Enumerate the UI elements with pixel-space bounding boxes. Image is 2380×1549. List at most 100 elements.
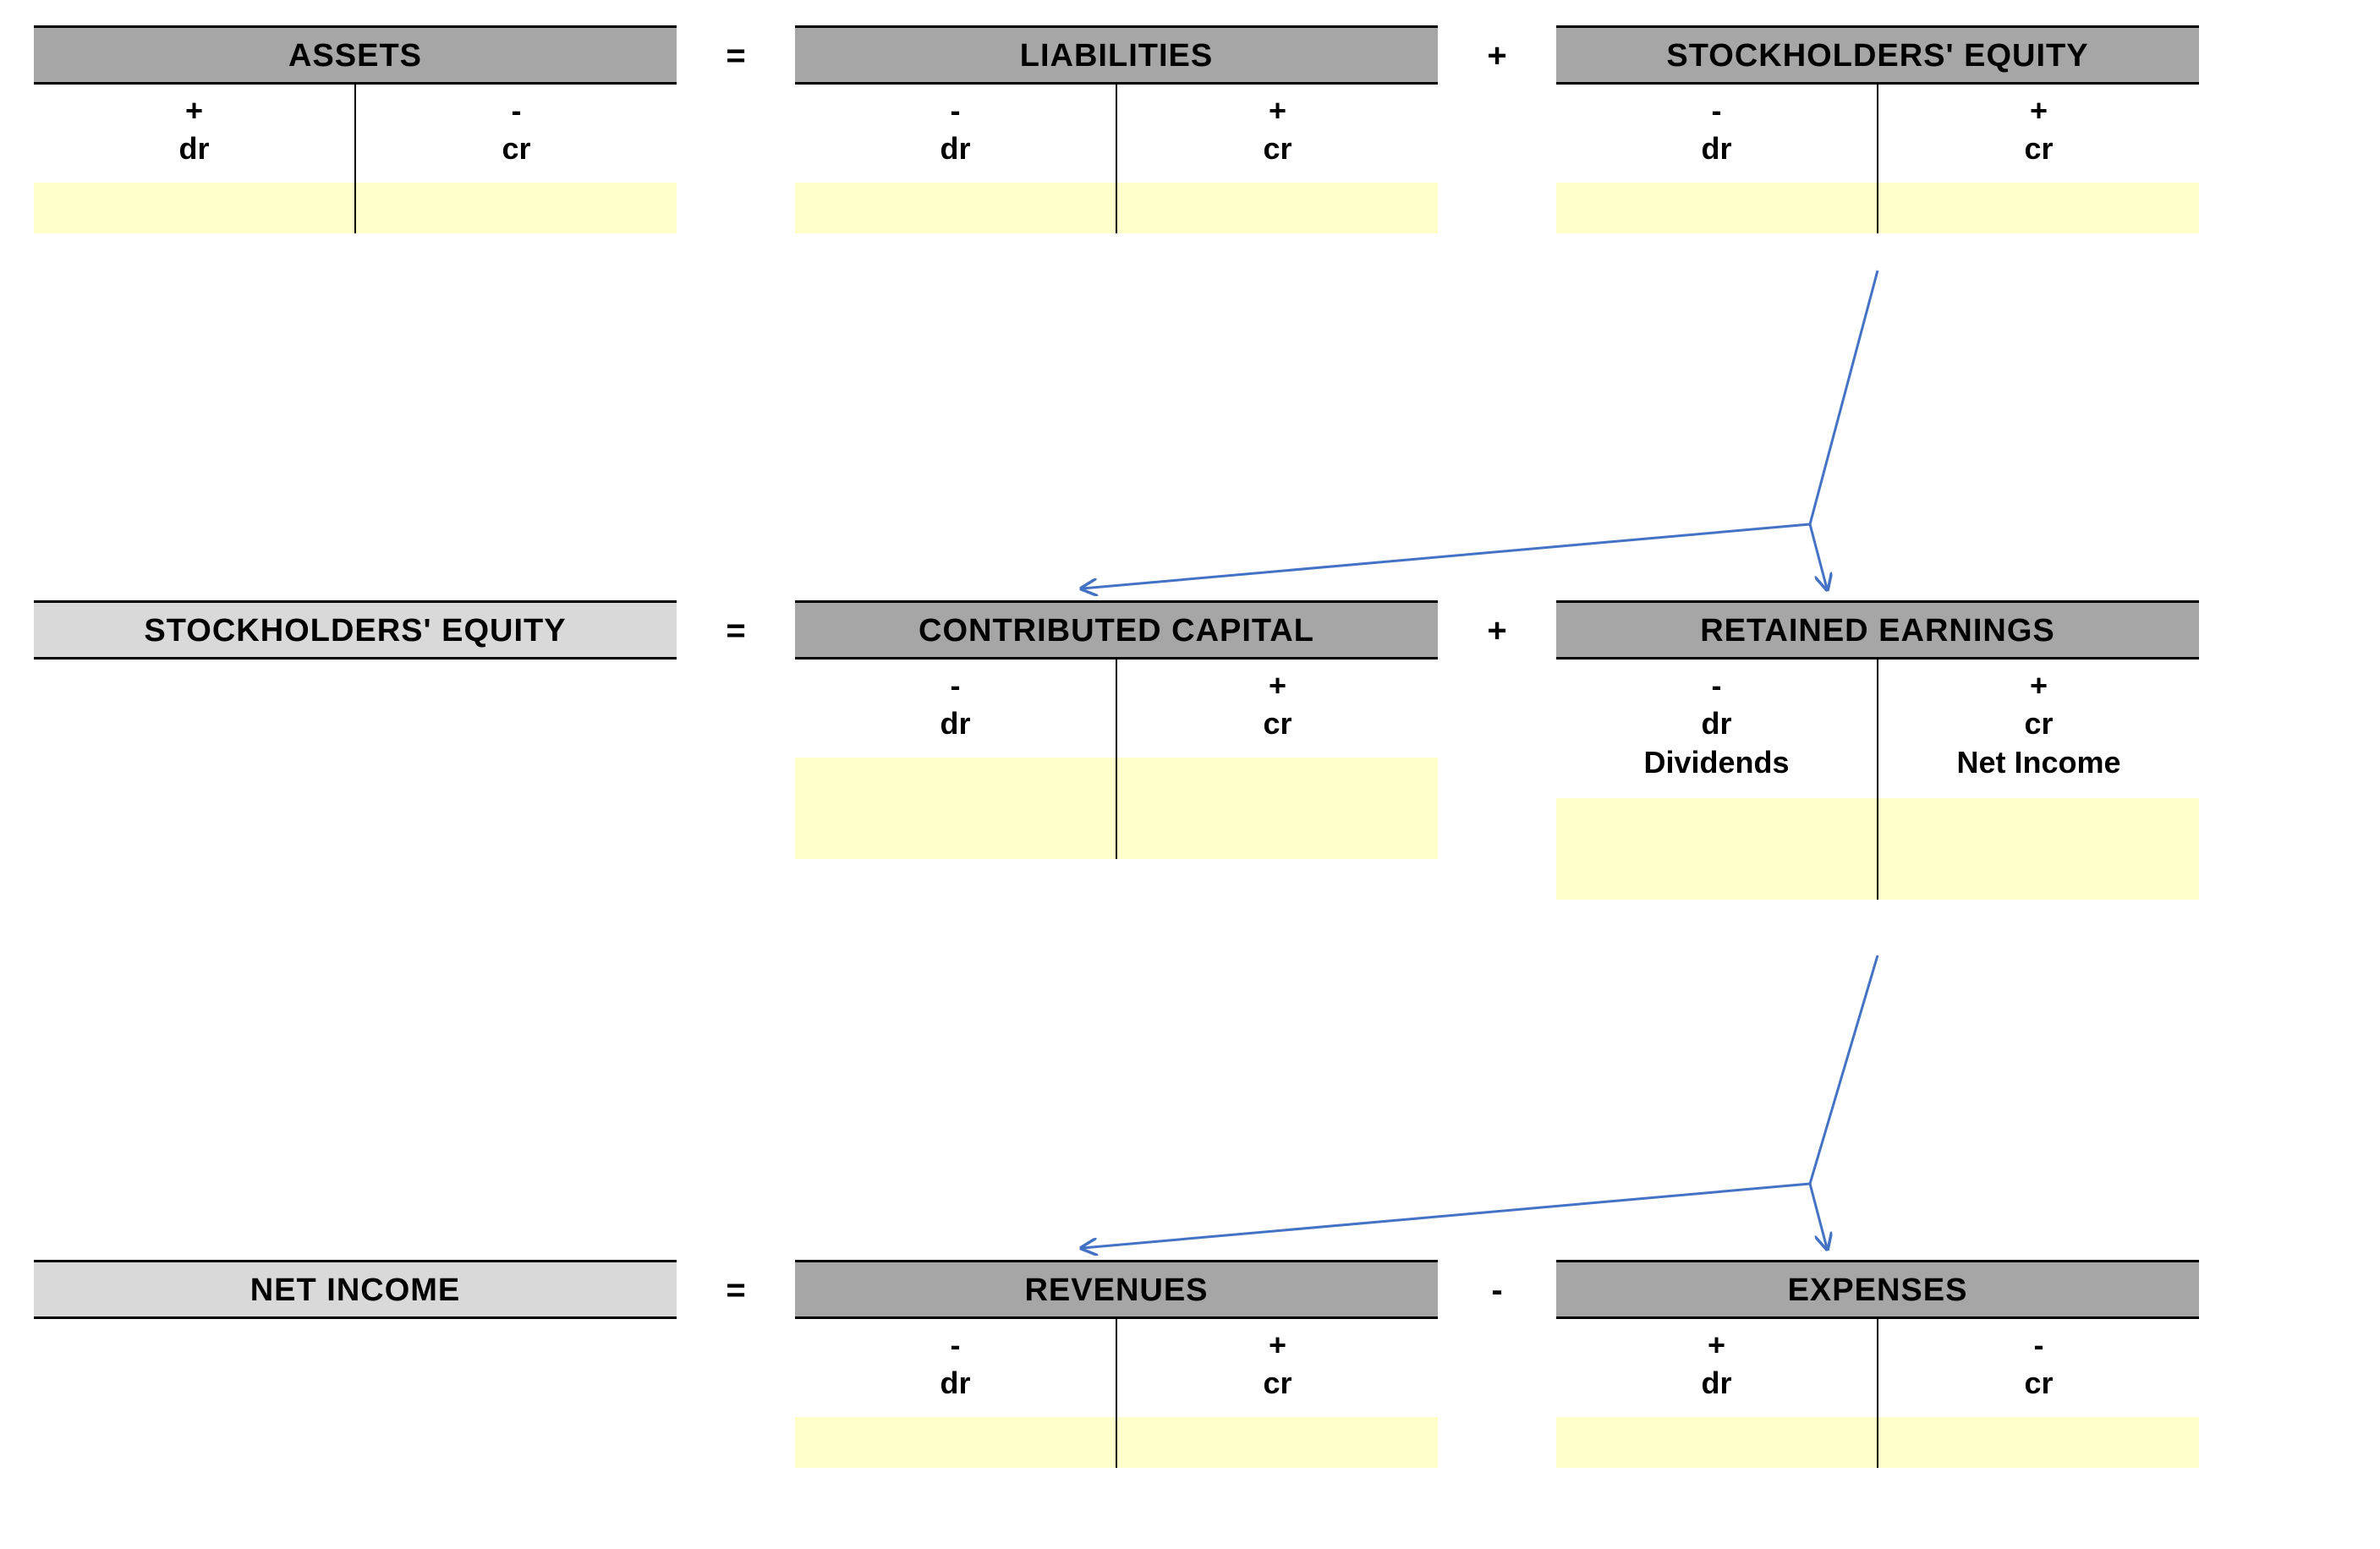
operator-row1-eq: = [710,37,761,75]
t-account-right-labels: +cr [1117,660,1438,758]
right-drcr: cr [1117,131,1438,169]
t-account-header: LIABILITIES [795,25,1438,85]
right-drcr: cr [1117,706,1438,744]
label-stockholders-equity: STOCKHOLDERS' EQUITY [34,600,677,660]
left-drcr: dr [795,1366,1116,1404]
operator-row2-eq: = [710,612,761,650]
right-value-area [1878,1417,2199,1468]
right-sign: + [1117,668,1438,706]
arrow-stem-1 [1810,955,1878,1184]
left-value-area [1556,798,1877,900]
t-account-left-col: -dr [1556,85,1878,233]
t-account-left-col: +dr [1556,1319,1878,1468]
left-sign: + [34,93,354,131]
t-account-right-col: +cr [1116,85,1438,233]
left-extra-label: Dividends [1556,745,1877,783]
left-sign: - [795,668,1116,706]
left-drcr: dr [1556,1366,1877,1404]
arrow-stem-0 [1810,271,1878,524]
right-drcr: cr [1117,1366,1438,1404]
right-sign: - [356,93,677,131]
t-account-right-col: +crNet Income [1878,660,2199,900]
t-account-left-labels: +dr [1556,1319,1877,1417]
right-drcr: cr [1878,1366,2199,1404]
arrow-right-0 [1810,524,1827,588]
t-account-stockholders-equity: STOCKHOLDERS' EQUITY-dr+cr [1556,25,2199,233]
t-account-right-col: +cr [1116,1319,1438,1468]
t-account-left-labels: -drDividends [1556,660,1877,798]
left-drcr: dr [1556,131,1877,169]
left-drcr: dr [795,131,1116,169]
t-account-right-labels: +cr [1117,85,1438,183]
t-account-left-col: -drDividends [1556,660,1878,900]
t-account-right-labels: +crNet Income [1878,660,2199,798]
t-account-assets: ASSETS+dr-cr [34,25,677,233]
t-account-header: REVENUES [795,1260,1438,1319]
right-sign: + [1878,93,2199,131]
t-account-body: -dr+cr [795,660,1438,859]
right-extra-label: Net Income [1878,745,2199,783]
left-drcr: dr [1556,706,1877,744]
left-sign: + [1556,1327,1877,1366]
t-account-header: STOCKHOLDERS' EQUITY [1556,25,2199,85]
t-account-retained-earnings: RETAINED EARNINGS-drDividends+crNet Inco… [1556,600,2199,900]
left-drcr: dr [34,131,354,169]
left-sign: - [1556,93,1877,131]
left-sign: - [795,1327,1116,1366]
t-account-body: +dr-cr [1556,1319,2199,1468]
right-value-area [1878,183,2199,233]
right-value-area [1117,183,1438,233]
t-account-left-labels: -dr [795,1319,1116,1417]
arrow-right-1 [1810,1184,1827,1248]
t-account-header: ASSETS [34,25,677,85]
t-account-header: RETAINED EARNINGS [1556,600,2199,660]
operator-row2-plus: + [1472,612,1522,650]
t-account-left-labels: -dr [795,85,1116,183]
right-value-area [1878,798,2199,900]
arrow-left-1 [1083,1184,1810,1248]
arrow-left-0 [1083,524,1810,588]
t-account-left-col: -dr [795,85,1116,233]
operator-row3-eq: = [710,1272,761,1310]
operator-row1-plus: + [1472,37,1522,75]
t-account-body: -dr+cr [795,85,1438,233]
t-account-contributed-capital: CONTRIBUTED CAPITAL-dr+cr [795,600,1438,859]
right-value-area [356,183,677,233]
t-account-body: -drDividends+crNet Income [1556,660,2199,900]
label-net-income: NET INCOME [34,1260,677,1319]
t-account-right-labels: +cr [1117,1319,1438,1417]
t-account-right-col: +cr [1878,85,2199,233]
right-sign: + [1117,1327,1438,1366]
t-account-left-col: -dr [795,660,1116,859]
right-sign: + [1878,668,2199,706]
t-account-right-col: -cr [355,85,677,233]
operator-row3-minus: - [1472,1272,1522,1310]
left-value-area [1556,1417,1877,1468]
left-value-area [34,183,354,233]
left-value-area [795,1417,1116,1468]
t-account-body: -dr+cr [795,1319,1438,1468]
right-drcr: cr [356,131,677,169]
left-drcr: dr [795,706,1116,744]
right-sign: + [1117,93,1438,131]
t-account-right-labels: -cr [1878,1319,2199,1417]
t-account-right-col: +cr [1116,660,1438,859]
t-account-left-labels: -dr [795,660,1116,758]
t-account-left-col: +dr [34,85,355,233]
t-account-body: +dr-cr [34,85,677,233]
t-account-liabilities: LIABILITIES-dr+cr [795,25,1438,233]
t-account-left-labels: +dr [34,85,354,183]
t-account-header: EXPENSES [1556,1260,2199,1319]
left-value-area [795,758,1116,859]
right-value-area [1117,1417,1438,1468]
t-account-expenses: EXPENSES+dr-cr [1556,1260,2199,1468]
left-value-area [795,183,1116,233]
left-sign: - [795,93,1116,131]
t-account-body: -dr+cr [1556,85,2199,233]
t-account-right-col: -cr [1878,1319,2199,1468]
right-drcr: cr [1878,131,2199,169]
right-sign: - [1878,1327,2199,1366]
t-account-left-col: -dr [795,1319,1116,1468]
t-account-header: CONTRIBUTED CAPITAL [795,600,1438,660]
right-drcr: cr [1878,706,2199,744]
